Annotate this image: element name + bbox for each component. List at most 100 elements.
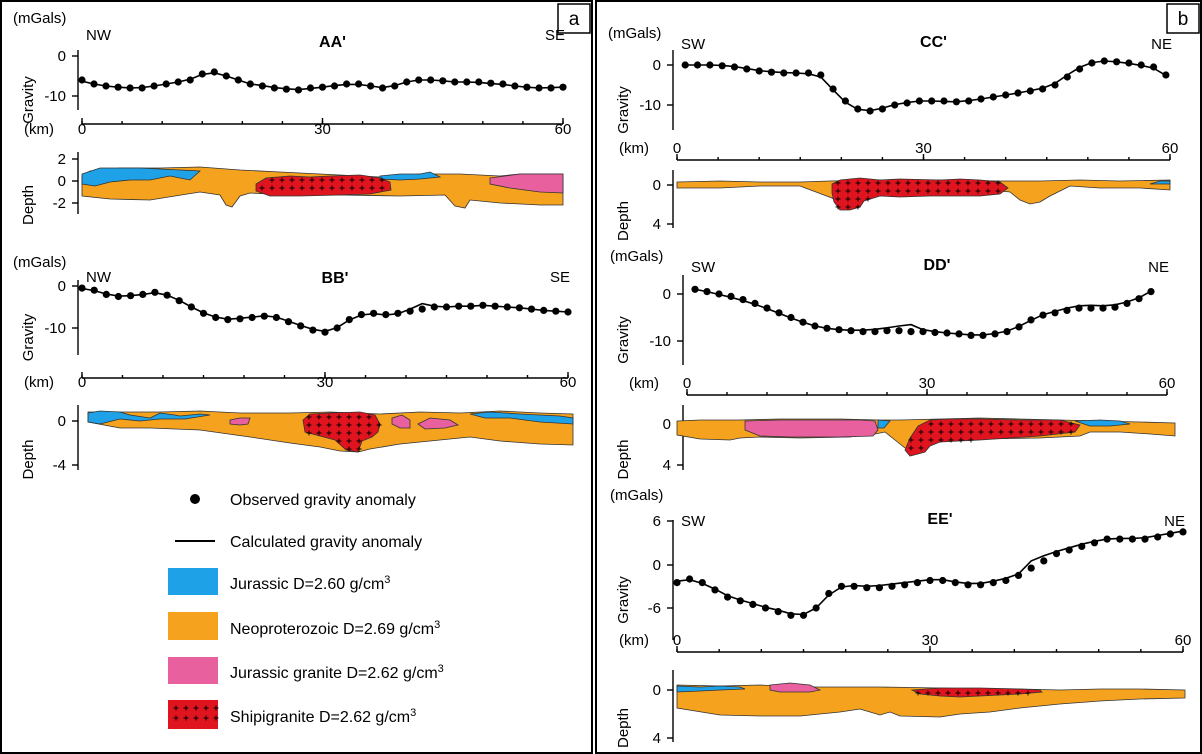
- legend-jurassic-swatch: [168, 568, 218, 595]
- legend-jurassic-granite-swatch: [168, 657, 218, 684]
- observed-point: [1141, 536, 1148, 543]
- observed-point: [1099, 305, 1106, 312]
- observed-point: [307, 84, 314, 91]
- observed-point: [1179, 528, 1186, 535]
- observed-point: [952, 579, 959, 586]
- depth-label: Depth: [615, 201, 632, 241]
- observed-point: [535, 84, 542, 91]
- depth-label: Depth: [615, 439, 632, 479]
- section-shipigranite: [256, 175, 391, 196]
- observed-point: [451, 78, 458, 85]
- legend-observed-label: Observed gravity anomaly: [230, 492, 416, 509]
- observed-point: [863, 584, 870, 591]
- observed-point: [724, 594, 731, 601]
- section-jurassic-granite: [230, 418, 250, 425]
- observed-point: [891, 101, 898, 108]
- observed-point: [559, 84, 566, 91]
- observed-point: [247, 80, 254, 87]
- observed-point: [901, 581, 908, 588]
- distance-tick-label: 30: [915, 140, 932, 157]
- observed-point: [235, 76, 242, 83]
- observed-point: [211, 68, 218, 75]
- depth-tick-label: 0: [58, 173, 66, 190]
- observed-point: [763, 305, 770, 312]
- direction-right: SE: [545, 27, 565, 44]
- observed-point: [475, 78, 482, 85]
- observed-point: [739, 296, 746, 303]
- observed-point: [967, 332, 974, 339]
- observed-point: [1116, 536, 1123, 543]
- gravity-tick-label: 0: [58, 278, 66, 295]
- profile-title: AA': [319, 34, 346, 51]
- direction-right: NE: [1164, 513, 1185, 530]
- observed-point: [749, 601, 756, 608]
- depth-tick-label: 0: [653, 682, 661, 699]
- observed-point: [854, 105, 861, 112]
- observed-point: [463, 78, 470, 85]
- observed-point: [499, 80, 506, 87]
- gravity-tick-label: 6: [653, 513, 661, 530]
- distance-tick-label: 30: [922, 632, 939, 649]
- profile-title: BB': [322, 270, 349, 287]
- observed-point: [540, 307, 547, 314]
- observed-point: [367, 82, 374, 89]
- observed-point: [439, 77, 446, 84]
- observed-point: [715, 290, 722, 297]
- depth-tick-label: 0: [58, 413, 66, 430]
- observed-point: [443, 303, 450, 310]
- observed-point: [768, 69, 775, 76]
- observed-point: [940, 97, 947, 104]
- panel-a-frame: [1, 1, 592, 753]
- depth-tick-label: 4: [653, 216, 661, 233]
- profile-title: CC': [920, 34, 947, 51]
- observed-point: [103, 291, 110, 298]
- observed-point: [1113, 58, 1120, 65]
- observed-point: [419, 306, 426, 313]
- observed-point: [1138, 61, 1145, 68]
- observed-point: [1123, 300, 1130, 307]
- observed-point: [1125, 59, 1132, 66]
- observed-point: [283, 86, 290, 93]
- gravity-unit: (mGals): [13, 254, 66, 271]
- observed-point: [990, 93, 997, 100]
- observed-point: [805, 69, 812, 76]
- observed-point: [888, 583, 895, 590]
- observed-point: [916, 97, 923, 104]
- observed-point: [309, 327, 316, 334]
- observed-point: [200, 310, 207, 317]
- observed-point: [775, 608, 782, 615]
- observed-point: [319, 84, 326, 91]
- gravity-label: Gravity: [20, 76, 37, 124]
- gravity-tick-label: -6: [648, 600, 661, 617]
- gravity-label: Gravity: [20, 313, 37, 361]
- observed-point: [719, 62, 726, 69]
- gravity-tick-label: 0: [58, 48, 66, 65]
- profile-3: 0-10(mGals)GravitySW NECC'0 30 60(km)04Dept…: [608, 25, 1178, 241]
- observed-point: [823, 325, 830, 332]
- observed-point: [78, 76, 85, 83]
- distance-tick-label: 60: [1159, 375, 1176, 392]
- distance-tick-label: 0: [683, 375, 691, 392]
- observed-point: [1015, 323, 1022, 330]
- observed-point: [261, 313, 268, 320]
- observed-point: [1129, 536, 1136, 543]
- depth-tick-label: 4: [663, 457, 671, 474]
- observed-point: [830, 85, 837, 92]
- direction-left: SW: [681, 36, 706, 53]
- observed-point: [516, 304, 523, 311]
- observed-point: [391, 82, 398, 89]
- observed-point: [223, 72, 230, 79]
- observed-point: [547, 84, 554, 91]
- observed-point: [756, 67, 763, 74]
- observed-point: [931, 329, 938, 336]
- depth-tick-label: -2: [53, 195, 66, 212]
- observed-point: [212, 314, 219, 321]
- legend-shipigranite-label: Shipigranite D=2.62 g/cm3: [230, 707, 416, 726]
- observed-point: [871, 328, 878, 335]
- observed-point: [859, 328, 866, 335]
- observed-point: [694, 61, 701, 68]
- observed-point: [686, 575, 693, 582]
- observed-point: [331, 82, 338, 89]
- observed-point: [1040, 557, 1047, 564]
- observed-point: [271, 84, 278, 91]
